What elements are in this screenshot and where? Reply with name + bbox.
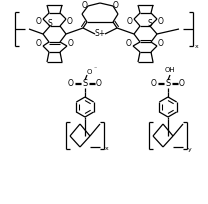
Text: O: O xyxy=(158,18,164,27)
Text: O: O xyxy=(82,1,88,10)
Text: O: O xyxy=(96,80,102,89)
Text: O: O xyxy=(36,40,42,49)
Text: O: O xyxy=(127,18,133,27)
Text: O: O xyxy=(68,40,74,49)
Text: x: x xyxy=(105,146,109,152)
Text: x: x xyxy=(195,44,199,50)
Text: S: S xyxy=(48,19,52,28)
Text: OH: OH xyxy=(165,67,175,73)
Text: O: O xyxy=(151,80,157,89)
Text: S+: S+ xyxy=(94,30,106,39)
Text: O: O xyxy=(158,40,164,49)
Text: S: S xyxy=(148,19,152,28)
Text: O: O xyxy=(113,1,119,10)
Text: O: O xyxy=(36,18,42,27)
Text: O: O xyxy=(86,69,92,75)
Text: y: y xyxy=(188,146,192,152)
Text: S: S xyxy=(82,80,88,89)
Text: O: O xyxy=(67,18,73,27)
Text: O: O xyxy=(126,40,132,49)
Text: ⁻: ⁻ xyxy=(93,68,97,72)
Text: O: O xyxy=(179,80,185,89)
Text: S: S xyxy=(165,80,171,89)
Text: O: O xyxy=(68,80,74,89)
